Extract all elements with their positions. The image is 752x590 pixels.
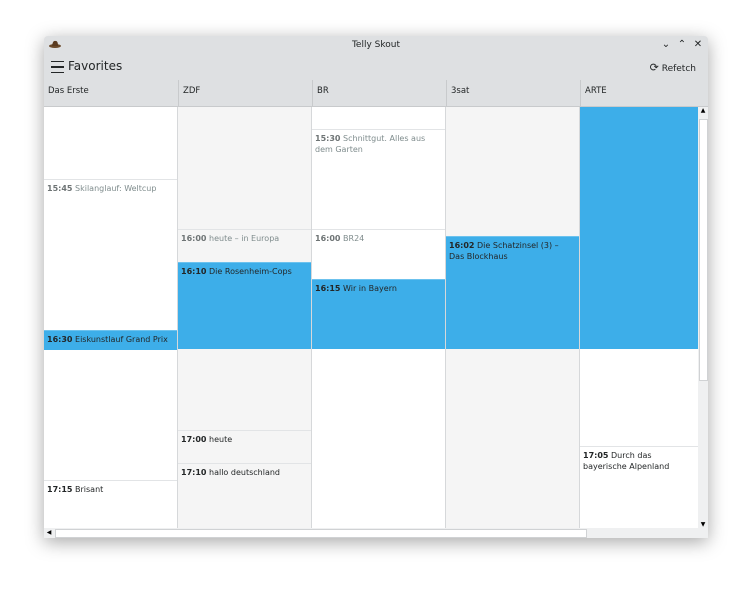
program-item[interactable]: 17:05 Durch das bayerische Alpenland xyxy=(580,446,698,528)
program-grid: 15:45 Skilanglauf: Weltcup 16:30 Eiskuns… xyxy=(44,107,698,528)
program-item[interactable]: 16:02 Die Schatzinsel (3) – Das Blockhau… xyxy=(446,236,579,349)
program-item[interactable]: 16:00 heute – in Europa xyxy=(178,229,311,262)
toolbar: Favorites ⟳ Refetch xyxy=(44,54,708,80)
app-window: Telly Skout ⌄ ⌃ ✕ Favorites ⟳ Refetch Da… xyxy=(44,36,708,538)
hamburger-menu-icon[interactable] xyxy=(51,61,64,73)
channel-column-das-erste: 15:45 Skilanglauf: Weltcup 16:30 Eiskuns… xyxy=(44,107,178,528)
app-hat-icon xyxy=(49,40,61,48)
minimize-button[interactable]: ⌄ xyxy=(661,39,671,50)
program-item[interactable]: 15:30 Schnittgut. Alles aus dem Garten xyxy=(312,129,445,229)
program-item[interactable]: 16:00 BR24 xyxy=(312,229,445,279)
program-item[interactable]: 15:45 Skilanglauf: Weltcup xyxy=(44,179,177,330)
vertical-scroll-thumb[interactable] xyxy=(699,119,708,381)
refresh-icon: ⟳ xyxy=(649,61,659,74)
horizontal-scroll-thumb[interactable] xyxy=(55,529,587,538)
channel-header-arte: ARTE xyxy=(580,80,708,106)
vertical-scrollbar[interactable]: ▲ ▼ xyxy=(698,107,708,528)
program-item[interactable] xyxy=(580,107,698,349)
program-item[interactable]: 16:10 Die Rosenheim-Cops xyxy=(178,262,311,349)
channel-header-br: BR xyxy=(312,80,446,106)
scroll-up-arrow-icon[interactable]: ▲ xyxy=(700,107,706,114)
scroll-down-arrow-icon[interactable]: ▼ xyxy=(700,521,706,528)
program-item[interactable]: 16:30 Eiskunstlauf Grand Prix xyxy=(44,330,177,350)
channel-header-zdf: ZDF xyxy=(178,80,312,106)
program-item[interactable]: 16:15 Wir in Bayern xyxy=(312,279,445,349)
horizontal-scrollbar[interactable]: ◀ xyxy=(44,528,708,538)
channel-column-br: 15:30 Schnittgut. Alles aus dem Garten 1… xyxy=(312,107,446,528)
channel-column-zdf: 16:00 heute – in Europa 16:10 Die Rosenh… xyxy=(178,107,312,528)
channel-header-3sat: 3sat xyxy=(446,80,580,106)
channel-header: Das Erste ZDF BR 3sat ARTE xyxy=(44,80,708,107)
program-item[interactable]: 17:00 heute xyxy=(178,430,311,463)
close-button[interactable]: ✕ xyxy=(693,39,703,50)
maximize-button[interactable]: ⌃ xyxy=(677,39,687,50)
page-title: Favorites xyxy=(68,59,123,73)
channel-header-das-erste: Das Erste xyxy=(48,86,89,96)
refetch-button[interactable]: ⟳ Refetch xyxy=(650,61,696,74)
channel-column-arte: 17:05 Durch das bayerische Alpenland xyxy=(580,107,698,528)
program-item[interactable]: 17:15 Brisant xyxy=(44,480,177,528)
scroll-left-arrow-icon[interactable]: ◀ xyxy=(46,529,52,536)
window-title: Telly Skout xyxy=(351,40,401,50)
program-item[interactable]: 17:10 hallo deutschland xyxy=(178,463,311,528)
refetch-label: Refetch xyxy=(661,64,696,74)
channel-column-3sat: 16:02 Die Schatzinsel (3) – Das Blockhau… xyxy=(446,107,580,528)
